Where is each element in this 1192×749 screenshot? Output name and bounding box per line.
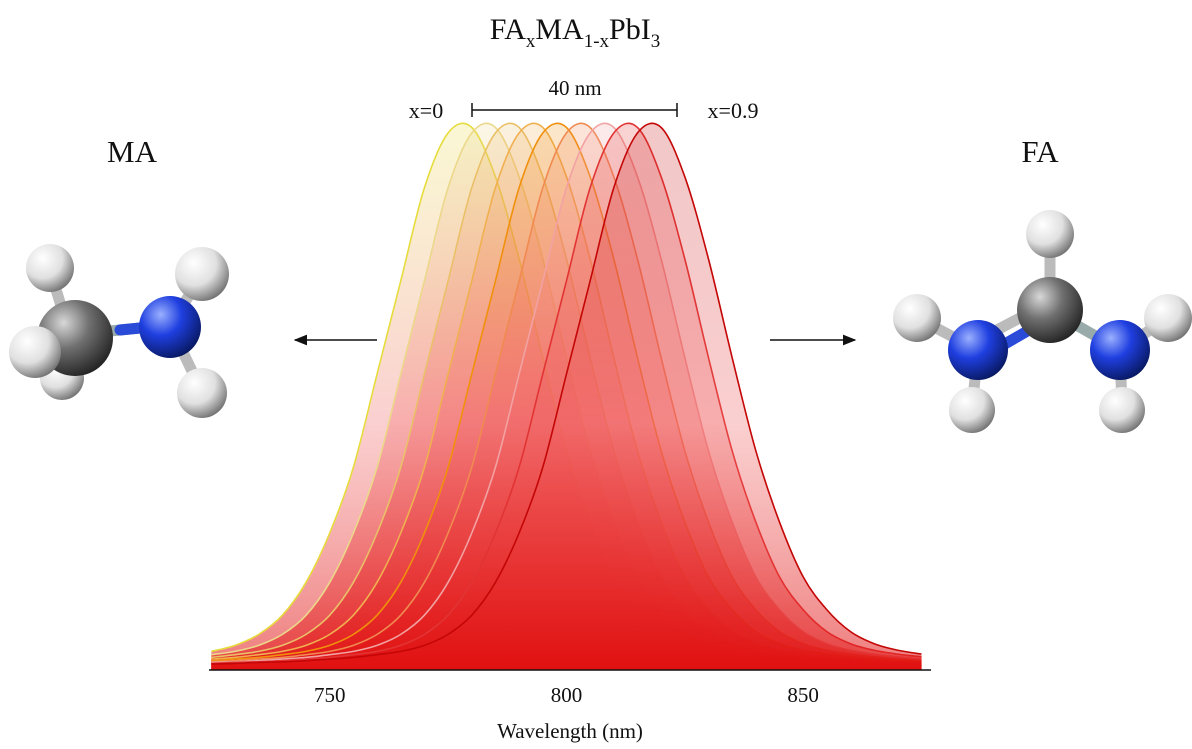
- span-bracket: [471, 103, 678, 117]
- title-part: 3: [651, 31, 661, 52]
- x-tick-label: 800: [551, 683, 583, 707]
- left-label: x=0: [409, 98, 443, 123]
- right-label: x=0.9: [708, 98, 759, 123]
- x-axis-label: Wavelength (nm): [497, 719, 643, 743]
- title-part: MA: [535, 13, 584, 46]
- title-part: PbI: [609, 13, 651, 46]
- fa-label: FA: [1021, 134, 1059, 169]
- title-part: FA: [490, 13, 526, 46]
- span-label: 40 nm: [548, 76, 601, 100]
- x-tick-label: 750: [314, 683, 346, 707]
- ma-label: MA: [107, 134, 158, 169]
- x-tick-label: 850: [787, 683, 819, 707]
- plot-area: [211, 122, 922, 670]
- ma-molecule: [9, 244, 229, 418]
- chart-title: FAxMA1-xPbI3: [490, 13, 660, 52]
- fa-molecule: [893, 210, 1192, 433]
- spectrum-area: [211, 123, 922, 670]
- spectrum-line: [211, 122, 922, 665]
- title-part: x: [526, 31, 536, 52]
- title-part: 1-x: [584, 31, 610, 52]
